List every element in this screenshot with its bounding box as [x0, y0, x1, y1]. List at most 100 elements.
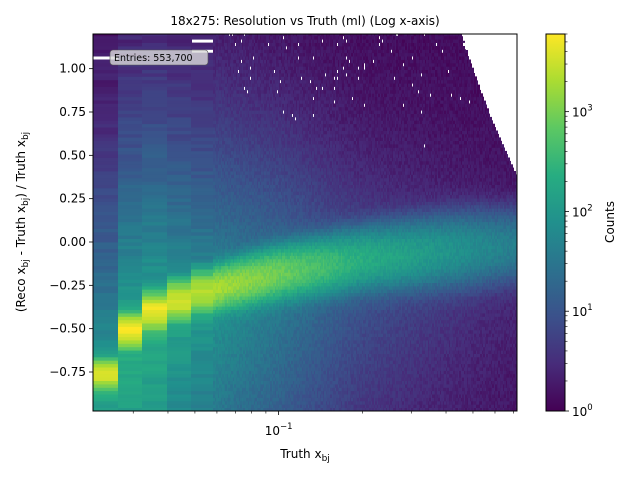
heatmap-cell: [93, 232, 119, 236]
heatmap-cell: [118, 225, 143, 229]
plot-area: [93, 34, 517, 411]
heatmap-cell: [191, 185, 214, 189]
heatmap-cell: [118, 343, 143, 347]
heatmap-cell: [142, 87, 168, 91]
heatmap-cell: [142, 300, 168, 304]
heatmap-cell: [142, 340, 168, 344]
heatmap-cell: [93, 154, 119, 158]
heatmap-cell: [191, 212, 214, 216]
heatmap-cell: [93, 394, 119, 398]
heatmap-cell: [191, 269, 214, 273]
heatmap-cell: [167, 168, 192, 172]
heatmap-cell: [118, 310, 143, 314]
heatmap-cell: [142, 327, 168, 331]
heatmap-cell: [118, 131, 143, 135]
heatmap-cell: [167, 141, 192, 145]
heatmap-cell: [118, 218, 143, 222]
heatmap-cell: [167, 120, 192, 124]
heatmap-cell: [118, 191, 143, 195]
heatmap-cell: [118, 168, 143, 172]
heatmap-cell: [118, 377, 143, 381]
heatmap-cell: [167, 83, 192, 87]
chart-title: 18x275: Resolution vs Truth (ml) (Log x-…: [170, 14, 439, 28]
heatmap-cell: [191, 93, 214, 97]
heatmap-cell: [142, 239, 168, 243]
heatmap-cell: [167, 229, 192, 233]
heatmap-cell: [93, 171, 119, 175]
heatmap-cell: [167, 174, 192, 178]
heatmap-cell: [142, 343, 168, 347]
heatmap-cell: [142, 222, 168, 226]
heatmap-cell: [191, 36, 214, 40]
heatmap-cell: [118, 195, 143, 199]
heatmap-cell: [167, 245, 192, 249]
heatmap-cell: [118, 272, 143, 276]
heatmap-cell: [93, 398, 119, 402]
heatmap-cell: [142, 205, 168, 209]
heatmap-cell: [167, 303, 192, 307]
heatmap-cell: [118, 147, 143, 151]
heatmap-cell: [93, 354, 119, 358]
heatmap-cell: [191, 76, 214, 80]
heatmap-cell: [167, 191, 192, 195]
heatmap-cell: [93, 131, 119, 135]
heatmap-cell: [142, 124, 168, 128]
heatmap-cell: [142, 398, 168, 402]
heatmap-cell: [191, 87, 214, 91]
heatmap-cell: [93, 245, 119, 249]
heatmap-cell: [142, 208, 168, 212]
heatmap-cell: [167, 364, 192, 368]
heatmap-cell: [191, 80, 214, 84]
heatmap-cell: [118, 46, 143, 50]
heatmap-cell: [142, 232, 168, 236]
heatmap-cell: [142, 279, 168, 283]
heatmap-cell: [167, 259, 192, 263]
heatmap-cell: [118, 384, 143, 388]
heatmap-cell: [118, 114, 143, 118]
heatmap-cell: [142, 110, 168, 114]
heatmap-cell: [191, 103, 214, 107]
heatmap-cell: [167, 124, 192, 128]
heatmap-cell: [93, 97, 119, 101]
heatmap-cell: [142, 387, 168, 391]
heatmap-cell: [142, 151, 168, 155]
heatmap-cell: [167, 171, 192, 175]
heatmap-cell: [191, 350, 214, 354]
heatmap-cell: [118, 154, 143, 158]
heatmap-cell: [142, 137, 168, 141]
heatmap-cell: [191, 272, 214, 276]
heatmap-cell: [191, 218, 214, 222]
heatmap-cell: [191, 188, 214, 192]
heatmap-cell: [167, 394, 192, 398]
heatmap-cell: [118, 242, 143, 246]
heatmap-cell: [118, 134, 143, 138]
heatmap-cell: [167, 367, 192, 371]
heatmap-cell: [93, 174, 119, 178]
heatmap-cell: [191, 404, 214, 408]
heatmap-cell: [118, 357, 143, 361]
heatmap-cell: [93, 147, 119, 151]
heatmap-cell: [142, 381, 168, 385]
heatmap-cell: [167, 154, 192, 158]
heatmap-cell: [167, 201, 192, 205]
heatmap-cell: [167, 242, 192, 246]
heatmap-cell: [93, 198, 119, 202]
heatmap-cell: [142, 46, 168, 50]
heatmap-cell: [191, 398, 214, 402]
heatmap-cell: [93, 316, 119, 320]
heatmap-cell: [93, 310, 119, 314]
heatmap-cell: [142, 283, 168, 287]
heatmap-cell: [167, 147, 192, 151]
heatmap-cell: [191, 131, 214, 135]
heatmap-cell: [191, 242, 214, 246]
heatmap-cell: [191, 360, 214, 364]
heatmap-cell: [142, 374, 168, 378]
heatmap-cell: [167, 391, 192, 395]
heatmap-cell: [118, 124, 143, 128]
heatmap-cell: [118, 370, 143, 374]
heatmap-cell: [167, 286, 192, 290]
heatmap-cell: [191, 303, 214, 307]
heatmap-cell: [118, 232, 143, 236]
heatmap-cell: [118, 76, 143, 80]
heatmap-cell: [191, 201, 214, 205]
